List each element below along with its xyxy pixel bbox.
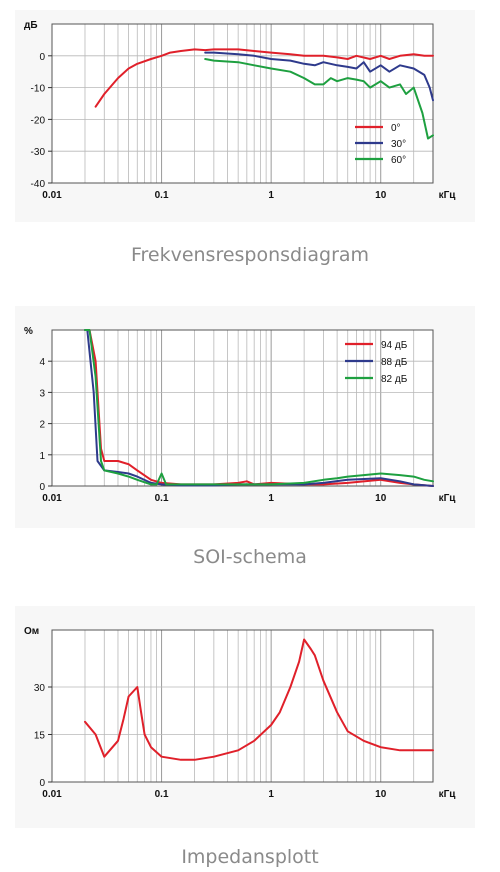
y-tick-label: 0: [39, 52, 45, 63]
x-axis-unit-label: кГц: [439, 789, 457, 800]
x-tick-label: 0.1: [155, 789, 169, 800]
x-tick-label: 0.1: [155, 190, 169, 201]
x-tick-label: 10: [375, 190, 387, 201]
plot-frame: [51, 23, 434, 184]
x-axis-unit-label: кГц: [439, 190, 457, 201]
series-line-1: [84, 638, 434, 761]
legend: 0° 30° 60°: [355, 123, 406, 166]
x-tick-label: 1: [268, 190, 274, 201]
y-tick-label: -30: [31, 147, 46, 158]
legend-label: 82 дБ: [381, 374, 408, 385]
legend: 94 дБ 88 дБ 82 дБ: [345, 340, 408, 385]
y-tick-label: 15: [34, 731, 46, 742]
x-tick-label: 10: [375, 493, 387, 504]
legend-label: 94 дБ: [381, 340, 408, 351]
plot-area: [52, 630, 433, 782]
series-line-3: [84, 329, 434, 486]
y-tick-label: 0: [39, 482, 45, 493]
x-tick-label: 0.01: [42, 493, 62, 504]
x-tick-label: 10: [375, 789, 387, 800]
y-tick-label: 0: [39, 778, 45, 789]
plot-frame: [51, 629, 434, 783]
y-tick-label: 4: [39, 357, 45, 368]
y-tick-label: -20: [31, 115, 46, 126]
x-tick-label: 0.01: [42, 190, 62, 201]
y-tick-label: 2: [39, 420, 45, 431]
impedance-caption: Impedansplott: [181, 846, 319, 868]
series-line-3: [204, 58, 434, 140]
legend-label: 0°: [391, 123, 401, 134]
legend-label: 88 дБ: [381, 357, 408, 368]
x-tick-label: 0.01: [42, 789, 62, 800]
series-line-2: [204, 51, 434, 102]
legend-label: 60°: [391, 155, 406, 166]
x-tick-label: 1: [268, 493, 274, 504]
legend-label: 30°: [391, 139, 406, 150]
plot-frame: [51, 329, 434, 487]
y-tick-label: 3: [39, 388, 45, 399]
soi-caption: SOI-schema: [193, 546, 307, 568]
chart-2: 0 1 2 3 4 0.01 0.1 1 10% кГц 94 дБ 88 дБ 82 дБ: [24, 326, 456, 504]
chart-3: 0 15 30 0.01 0.1 1 10 Ом кГц: [24, 626, 456, 800]
x-tick-label: 0.1: [155, 493, 169, 504]
x-tick-label: 1: [268, 789, 274, 800]
chart-1: 0 -10 -20 -30 -400.01 0.1 1 10 дБ кГц 0° 30° 60°: [24, 20, 456, 201]
y-tick-label: 1: [39, 451, 45, 462]
y-tick-label: 30: [34, 683, 46, 694]
y-axis-unit-label: %: [24, 326, 33, 337]
x-axis-unit-label: кГц: [439, 493, 457, 504]
y-axis-unit-label: Ом: [24, 626, 39, 637]
series-line-1: [94, 48, 434, 108]
frequency-response-caption: Frekvensresponsdiagram: [130, 244, 370, 266]
y-tick-label: -10: [31, 84, 46, 95]
y-tick-label: -40: [31, 179, 46, 190]
y-axis-unit-label: дБ: [24, 20, 38, 31]
